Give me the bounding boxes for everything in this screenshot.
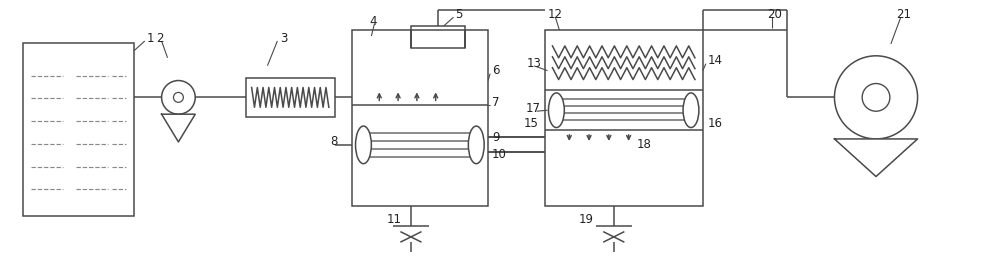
Text: 16: 16 xyxy=(708,117,723,130)
Text: 20: 20 xyxy=(767,8,782,21)
Text: 15: 15 xyxy=(524,117,539,130)
Text: 9: 9 xyxy=(492,131,500,144)
Text: 18: 18 xyxy=(637,138,651,151)
Bar xyxy=(545,30,703,206)
Bar xyxy=(411,26,465,48)
Text: 7: 7 xyxy=(492,96,500,109)
Text: 8: 8 xyxy=(330,135,337,148)
Text: 14: 14 xyxy=(708,54,723,67)
Bar xyxy=(352,30,488,206)
Text: 17: 17 xyxy=(526,102,541,115)
Bar xyxy=(23,43,134,216)
Ellipse shape xyxy=(548,93,564,127)
Polygon shape xyxy=(162,114,195,142)
Ellipse shape xyxy=(683,93,699,127)
Text: 10: 10 xyxy=(492,148,507,161)
Text: 21: 21 xyxy=(896,8,911,21)
Text: 12: 12 xyxy=(547,8,562,21)
Bar xyxy=(246,78,335,117)
Text: 19: 19 xyxy=(579,213,594,226)
Text: 1: 1 xyxy=(147,32,154,45)
Text: 3: 3 xyxy=(280,32,288,45)
Text: 5: 5 xyxy=(455,8,463,21)
Text: 4: 4 xyxy=(369,15,377,28)
Ellipse shape xyxy=(468,126,484,164)
Polygon shape xyxy=(834,139,918,176)
Text: 6: 6 xyxy=(492,64,500,77)
Text: 11: 11 xyxy=(386,213,401,226)
Text: 2: 2 xyxy=(156,32,163,45)
Ellipse shape xyxy=(356,126,371,164)
Text: 13: 13 xyxy=(527,57,542,70)
